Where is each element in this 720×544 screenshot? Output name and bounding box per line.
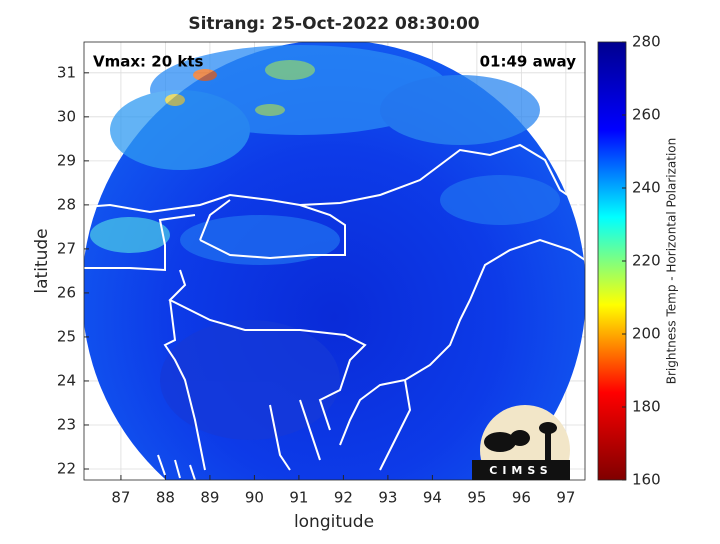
colorbar-tick-label: 220 xyxy=(632,252,661,270)
annotation: 01:49 away xyxy=(480,53,577,71)
y-tick-label: 23 xyxy=(57,415,76,433)
y-axis-label: latitude xyxy=(32,228,52,293)
x-tick-label: 96 xyxy=(512,489,531,507)
logo: CIMSS xyxy=(472,405,570,480)
chart-title: Sitrang: 25-Oct-2022 08:30:00 xyxy=(188,14,479,34)
x-tick-label: 93 xyxy=(378,489,397,507)
x-axis-label: longitude xyxy=(294,512,374,532)
colorbar-label: Brightness Temp - Horizontal Polarizatio… xyxy=(665,138,679,385)
x-tick-label: 94 xyxy=(423,489,442,507)
colorbar-tick-label: 240 xyxy=(632,179,661,197)
x-tick-label: 97 xyxy=(556,489,575,507)
y-tick-label: 22 xyxy=(57,459,76,477)
x-tick-label: 92 xyxy=(334,489,353,507)
colorbar-tick-label: 260 xyxy=(632,106,661,124)
annotation: Vmax: 20 kts xyxy=(93,53,203,71)
y-tick-label: 30 xyxy=(57,107,76,125)
colorbar xyxy=(597,41,627,481)
x-tick-label: 90 xyxy=(245,489,264,507)
y-tick-label: 27 xyxy=(57,239,76,257)
plot-frame xyxy=(83,41,586,481)
colorbar-tick-label: 280 xyxy=(632,33,661,51)
y-tick-label: 31 xyxy=(57,63,76,81)
imagery xyxy=(84,42,585,480)
y-tick-label: 25 xyxy=(57,327,76,345)
y-tick-label: 24 xyxy=(57,371,76,389)
ticks: 87 88 89 90 91 92 93 94 95 96 97 22 23 24 25 26 27 28 29 30… xyxy=(57,63,576,506)
y-tick-label: 28 xyxy=(57,195,76,213)
colorbar-tick-label: 180 xyxy=(632,398,661,416)
colorbar-tick-label: 200 xyxy=(632,325,661,343)
x-tick-label: 89 xyxy=(200,489,219,507)
y-tick-label: 26 xyxy=(57,283,76,301)
x-tick-label: 88 xyxy=(156,489,175,507)
x-tick-label: 95 xyxy=(467,489,486,507)
x-tick-label: 87 xyxy=(111,489,130,507)
colorbar-tick-label: 160 xyxy=(632,471,661,489)
colorbar-ticks: 160 180 200 220 240 260 280 xyxy=(622,33,661,489)
x-tick-label: 91 xyxy=(289,489,308,507)
logo-text: CIMSS xyxy=(489,464,552,477)
y-tick-label: 29 xyxy=(57,151,76,169)
